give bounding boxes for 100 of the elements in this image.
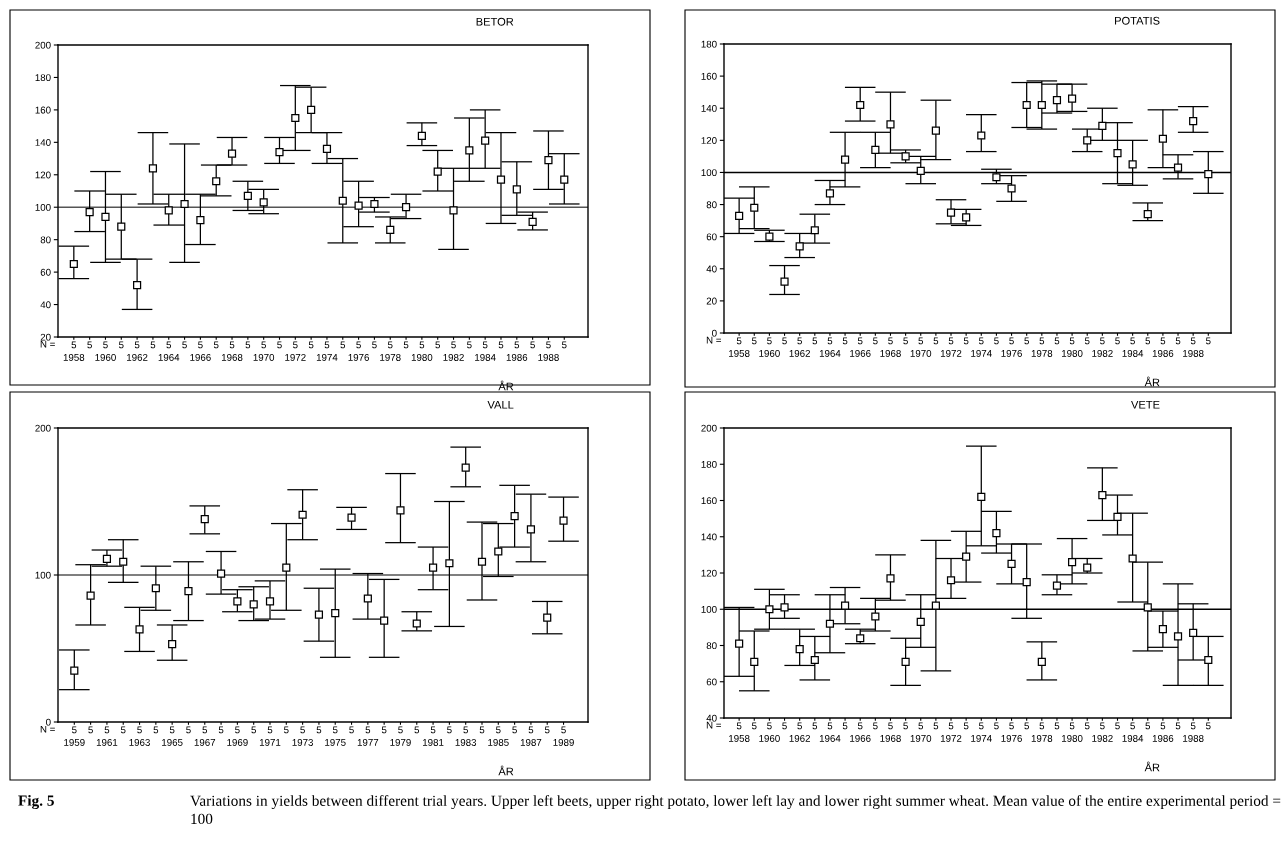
point xyxy=(233,597,242,606)
text: N = xyxy=(706,336,721,344)
point xyxy=(735,639,744,648)
point xyxy=(363,594,372,603)
x-tick-label: 5 xyxy=(1024,722,1029,730)
y-tick-label: 120 xyxy=(35,171,51,179)
point xyxy=(871,145,880,155)
point xyxy=(275,147,284,157)
y-tick-label: 100 xyxy=(701,169,717,177)
point xyxy=(249,600,258,609)
y-tick-label: 80 xyxy=(706,642,717,650)
x-tick-label: 5 xyxy=(479,726,485,734)
x-tick-label: 5 xyxy=(1175,337,1181,345)
x-tick-label: 5 1972 xyxy=(285,341,306,361)
x-tick-label: 5 xyxy=(873,722,878,730)
point xyxy=(354,201,363,210)
x-tick-label: 5 1964 xyxy=(819,722,841,742)
y-tick-label: 20 xyxy=(40,333,51,341)
x-tick-label: 5 1972 xyxy=(940,722,962,742)
x-axis-title: ÅR xyxy=(1144,376,1160,387)
point xyxy=(795,242,804,251)
y-tick-label: 140 xyxy=(701,533,717,541)
y-tick-label: 80 xyxy=(706,201,717,209)
point xyxy=(380,616,389,625)
x-tick-label: 5 1965 xyxy=(162,726,183,746)
point xyxy=(750,203,759,212)
x-tick-label: 5 xyxy=(283,726,289,734)
point xyxy=(86,591,95,600)
point xyxy=(133,280,142,290)
point xyxy=(417,131,426,140)
x-tick-label: 5 1964 xyxy=(819,337,841,357)
x-tick-label: 5 1981 xyxy=(423,726,444,746)
x-tick-label: 5 xyxy=(544,726,550,734)
x-tick-label: 5 1982 xyxy=(1092,722,1113,742)
x-tick-label: 5 1988 xyxy=(1183,722,1204,742)
x-tick-label: 5 xyxy=(903,722,908,730)
point xyxy=(1113,512,1122,521)
x-tick-label: 5 xyxy=(1084,722,1090,730)
chart-title: VALL xyxy=(487,400,514,409)
x-tick-label: 5 1985 xyxy=(488,726,509,746)
point xyxy=(946,576,956,585)
x-axis-title: ÅR xyxy=(498,765,514,776)
point xyxy=(840,601,850,610)
point xyxy=(370,199,379,209)
x-tick-label: 5 1966 xyxy=(850,337,871,357)
point xyxy=(119,557,128,566)
x-tick-label: 5 1970 xyxy=(910,337,932,357)
y-tick-label: 140 xyxy=(35,139,51,146)
y-tick-label: 100 xyxy=(35,203,51,211)
point xyxy=(916,166,925,175)
text: N = xyxy=(40,725,55,733)
point xyxy=(825,189,835,198)
point xyxy=(886,574,895,583)
x-tick-label: 5 xyxy=(447,726,452,734)
y-tick-label: 100 xyxy=(701,605,717,613)
point xyxy=(243,191,252,200)
point xyxy=(102,554,112,563)
point xyxy=(1037,657,1046,666)
point xyxy=(200,515,209,524)
x-tick-label: 5 xyxy=(251,726,256,734)
x-tick-label: 5 1970 xyxy=(910,722,932,742)
point xyxy=(196,216,205,225)
point xyxy=(69,259,78,269)
point xyxy=(347,513,356,522)
point xyxy=(148,164,158,173)
x-tick-label: 5 1978 xyxy=(1031,337,1053,357)
x-tick-label: 5 xyxy=(842,337,848,345)
x-tick-label: 5 xyxy=(1054,337,1060,345)
x-tick-label: 5 1978 xyxy=(380,341,401,361)
x-tick-label: 5 xyxy=(873,337,878,345)
x-tick-label: 5 1971 xyxy=(259,726,281,746)
x-tick-label: 5 xyxy=(316,726,322,734)
point xyxy=(780,603,789,612)
x-tick-label: 5 1959 xyxy=(64,726,85,746)
point xyxy=(931,126,940,135)
x-tick-label: 5 xyxy=(381,726,387,734)
point xyxy=(1052,96,1062,105)
point xyxy=(322,144,332,153)
x-tick-label: 5 1963 xyxy=(129,726,150,746)
point xyxy=(1022,577,1031,587)
point xyxy=(298,510,307,519)
point xyxy=(338,196,347,205)
point xyxy=(164,206,173,215)
point xyxy=(871,612,880,621)
x-tick-label: 5 xyxy=(751,337,757,345)
x-tick-label: 5 xyxy=(245,341,251,349)
point xyxy=(428,563,438,572)
x-tick-label: 5 xyxy=(186,726,191,734)
y-tick-label: 60 xyxy=(706,233,717,241)
y-tick-label: 120 xyxy=(701,569,717,577)
y-tick-label: 120 xyxy=(701,137,717,144)
x-tick-label: 5 xyxy=(994,337,999,345)
x-tick-label: 5 1966 xyxy=(190,341,211,361)
point xyxy=(543,613,552,622)
x-tick-label: 5 1964 xyxy=(158,341,180,361)
x-tick-label: 5 1958 xyxy=(729,337,750,357)
x-tick-label: 5 1962 xyxy=(789,337,810,357)
point xyxy=(1173,163,1183,172)
x-tick-label: 5 xyxy=(349,726,354,734)
x-tick-label: 5 1969 xyxy=(227,726,248,746)
